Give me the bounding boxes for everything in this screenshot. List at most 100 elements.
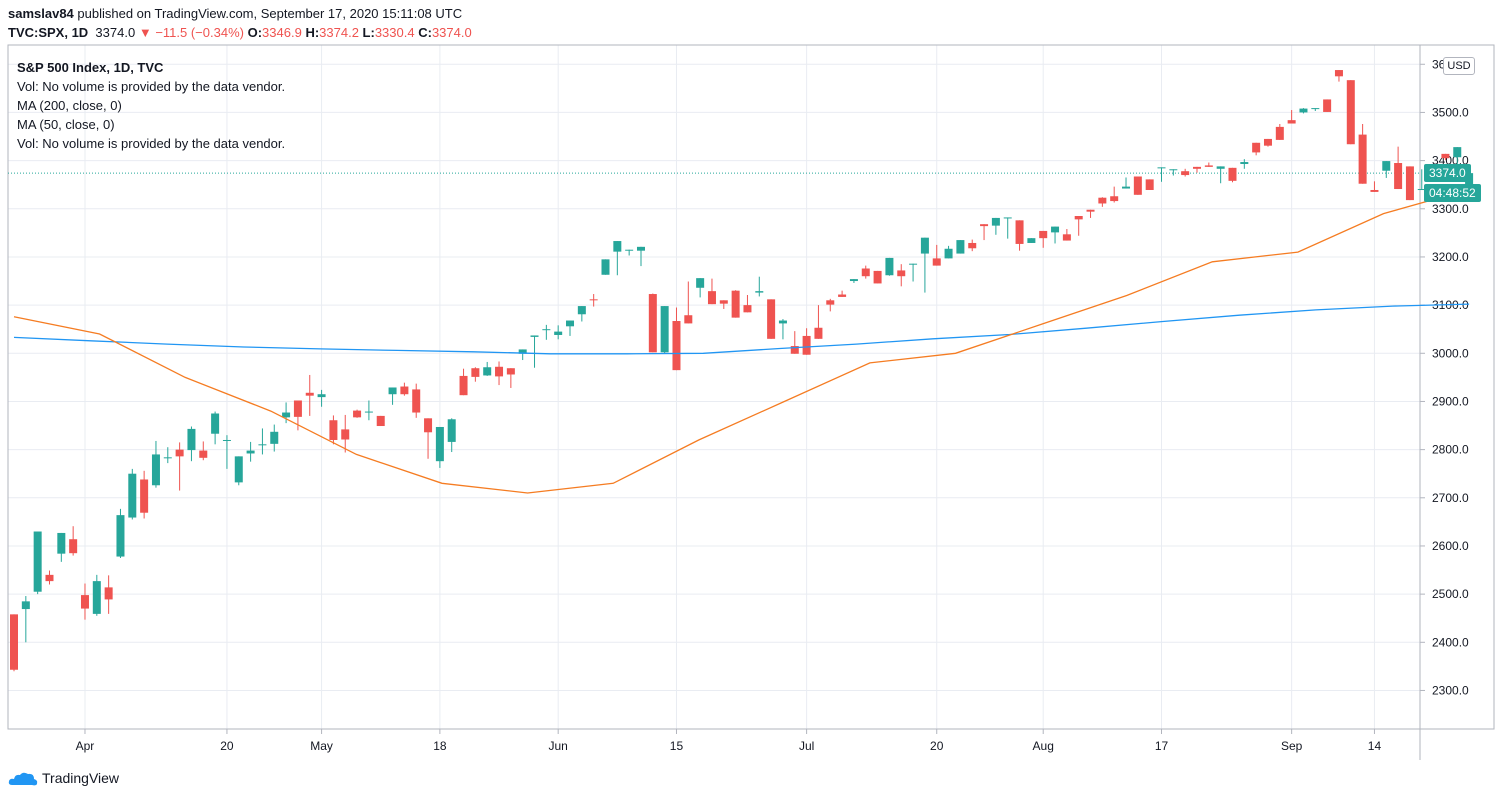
candle [625,249,634,256]
time-tick-label: 18 [433,739,447,753]
candle-body [1358,134,1367,184]
time-tick-label: 14 [1368,739,1382,753]
candle [435,426,444,468]
candle-body [459,375,468,396]
candle [1110,186,1119,203]
candle [1287,110,1296,124]
tradingview-logo[interactable]: TradingView [8,770,119,787]
candle-body [1122,186,1131,189]
candle [542,324,551,340]
candle [530,335,539,368]
candle [246,441,255,462]
candle-body [246,450,255,454]
price-tick-label: 2400.0 [1432,635,1469,649]
candle-body [1228,167,1237,181]
candle-body [506,368,515,375]
candle [305,374,314,416]
candle-body [589,299,598,301]
candle [1299,108,1308,114]
candle [1263,138,1272,147]
legend-ma50[interactable]: MA (50, close, 0) [17,117,115,132]
candle [495,361,504,386]
candle [554,325,563,340]
candle [1252,142,1261,156]
candle [660,306,669,354]
candle-body [317,394,326,398]
author-name[interactable]: samslav84 [8,6,74,21]
candle [459,368,468,396]
candle-body [1204,165,1213,167]
candle-body [305,392,314,396]
candle-body [270,431,279,444]
candle-body [672,321,681,371]
candle-body [707,291,716,305]
candle-body [660,306,669,353]
candle-body [116,515,125,557]
candle [199,441,208,461]
countdown-tag: 04:48:52 [1424,184,1481,203]
candle-body [849,279,858,282]
candle [412,383,421,418]
candle [1193,166,1201,173]
candle [1311,108,1320,111]
candle-body [885,257,894,276]
candle [684,281,693,324]
time-tick-label: Jun [549,739,568,753]
candle-body [814,327,823,339]
candle [341,414,350,453]
candle [222,435,231,469]
high-value: 3374.2 [319,25,359,40]
candle [719,300,728,309]
candle-body [1252,142,1261,153]
candle [21,596,30,643]
candle-body [364,411,373,413]
candle-body [636,246,645,251]
candle-body [1346,80,1355,145]
candle [767,299,776,339]
brand-name: TradingView [42,770,120,786]
last-price: 3374.0 [95,25,136,40]
legend-ma200[interactable]: MA (200, close, 0) [17,98,122,113]
candle-body [211,413,220,434]
candle-body [495,366,504,377]
candle-body [376,415,385,427]
candle-body [104,587,113,600]
candle [388,387,397,405]
candle-body [1394,163,1403,190]
candle [1334,70,1343,82]
candle [991,217,1000,235]
candle-body [1003,217,1012,219]
candle-body [435,426,444,462]
candle-body [920,237,929,254]
candle-body [21,601,30,610]
time-tick-label: 17 [1155,739,1169,753]
candle-body [80,595,89,609]
candle [1074,216,1083,236]
candle-body [69,539,78,554]
open-label: O: [247,25,263,40]
time-tick-label: 20 [930,739,944,753]
candle [696,278,705,298]
candle [1204,162,1213,167]
price-tick-label: 2700.0 [1432,491,1469,505]
candle-body [861,268,870,277]
candle [187,426,196,462]
candle [10,614,18,672]
time-tick-label: 15 [670,739,684,753]
candle [175,442,184,491]
currency-button[interactable]: USD [1443,57,1475,75]
candle [317,389,326,407]
candle-body [897,270,906,277]
candle-body [1145,179,1154,190]
candle [1157,167,1166,182]
candle-body [1287,120,1296,124]
candle [1062,229,1071,241]
candle-body [199,450,208,458]
candle [1394,146,1403,190]
candle-body [1216,166,1225,169]
candle [731,290,740,318]
candle-body [826,300,835,305]
candle [577,306,586,322]
candle-body [1441,153,1450,159]
